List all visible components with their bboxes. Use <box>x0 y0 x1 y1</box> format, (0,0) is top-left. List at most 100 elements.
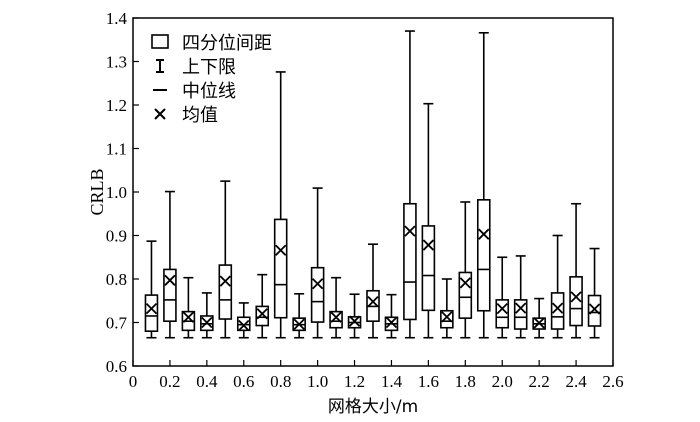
box-1.7 <box>440 278 454 339</box>
mean-marker <box>348 315 361 327</box>
iqr-box <box>144 294 159 333</box>
x-tick-label: 1.6 <box>418 372 439 391</box>
box-0.6 <box>236 302 251 339</box>
box-0.8 <box>273 71 288 339</box>
y-tick-label: 0.7 <box>106 314 128 333</box>
legend-label: 四分位间距 <box>182 33 272 54</box>
iqr-box <box>513 299 528 330</box>
iqr-box <box>458 271 473 319</box>
legend-label: 上下限 <box>182 57 236 78</box>
iqr-box <box>476 199 491 312</box>
y-tick-label: 0.9 <box>106 227 127 246</box>
y-tick-label: 1.2 <box>106 96 127 115</box>
mean-marker <box>588 303 601 315</box>
box-2.4 <box>569 202 583 339</box>
mean-marker <box>404 225 416 237</box>
box-0.9 <box>292 292 306 339</box>
iqr-box <box>569 276 583 327</box>
y-axis-ticks: 0.6 0.7 0.8 0.9 1.0 1.1 1.2 1.3 1.4 <box>106 9 139 376</box>
x-tick-label: 1.0 <box>307 372 328 391</box>
iqr-box <box>403 202 417 321</box>
box-0.2 <box>163 190 177 339</box>
legend-x-icon <box>154 108 166 120</box>
x-tick-label: 0.2 <box>159 372 180 391</box>
iqr-box <box>273 218 288 319</box>
mean-marker <box>385 316 398 329</box>
iqr-box <box>587 294 602 327</box>
legend-item-x: 均值 <box>154 105 218 126</box>
legend-label: 均值 <box>182 105 218 126</box>
mean-marker <box>459 277 471 289</box>
x-tick-label: 1.2 <box>344 372 365 391</box>
legend-item-box: 四分位间距 <box>151 33 272 54</box>
box-1.8 <box>458 201 473 339</box>
box-0.1 <box>144 240 159 339</box>
mean-marker <box>570 291 582 303</box>
y-tick-label: 1.3 <box>106 53 127 72</box>
x-axis-ticks: 0 0.2 0.4 0.6 0.8 1.0 1.2 1.4 1.6 1.8 2.0 2.2 2.4 2.6 <box>129 360 624 391</box>
mean-marker <box>145 302 158 315</box>
box-2.3 <box>550 234 565 339</box>
mean-marker <box>478 228 490 240</box>
mean-marker <box>367 295 379 308</box>
box-1 <box>310 187 325 339</box>
iqr-box <box>550 292 565 330</box>
x-tick-label: 0 <box>129 372 138 391</box>
y-tick-label: 0.8 <box>106 270 127 289</box>
x-tick-label: 0.6 <box>233 372 254 391</box>
x-tick-label: 0.4 <box>196 372 218 391</box>
y-tick-label: 0.6 <box>106 357 127 376</box>
mean-marker <box>201 316 213 329</box>
mean-marker <box>164 274 176 286</box>
legend-item-range: 上下限 <box>156 57 236 78</box>
box-1.5 <box>403 30 417 339</box>
mean-marker <box>182 311 195 323</box>
box-1.2 <box>347 293 362 339</box>
mean-marker <box>293 318 305 330</box>
box-1.4 <box>384 293 399 339</box>
mean-marker <box>256 308 268 320</box>
x-tick-label: 2.2 <box>529 372 550 391</box>
x-tick-label: 1.8 <box>455 372 476 391</box>
iqr-box <box>421 225 436 312</box>
iqr-box <box>310 266 325 323</box>
mean-marker <box>330 311 342 323</box>
mean-marker <box>275 244 287 256</box>
y-axis-label: CRLB <box>87 168 107 215</box>
mean-marker <box>422 239 435 251</box>
box-2.2 <box>532 297 546 339</box>
box-1.1 <box>329 276 343 339</box>
box-1.3 <box>366 243 380 339</box>
plot-content <box>144 30 602 339</box>
box-1.9 <box>476 31 491 339</box>
y-tick-label: 1.0 <box>106 183 127 202</box>
x-tick-label: 1.4 <box>381 372 403 391</box>
x-axis-label: 网格大小/m <box>328 397 418 417</box>
legend-label: 中位线 <box>182 81 236 102</box>
mean-marker <box>533 317 545 329</box>
box-0.7 <box>255 273 270 339</box>
mean-marker <box>219 275 231 287</box>
mean-marker <box>551 302 564 314</box>
box-2.1 <box>513 255 528 339</box>
mean-marker <box>515 302 527 314</box>
mean-marker <box>441 311 453 323</box>
box-0.3 <box>181 276 196 339</box>
iqr-box <box>236 316 251 332</box>
legend-item-line: 中位线 <box>153 81 236 102</box>
x-tick-label: 2.4 <box>565 372 587 391</box>
x-tick-label: 0.8 <box>270 372 291 391</box>
box-1.6 <box>421 102 436 339</box>
x-tick-label: 2.6 <box>602 372 623 391</box>
box-2 <box>495 256 510 339</box>
mean-marker <box>496 302 508 315</box>
box-0.5 <box>218 180 233 339</box>
iqr-box <box>329 310 343 329</box>
y-tick-label: 1.4 <box>106 9 128 28</box>
mean-marker <box>238 319 250 332</box>
x-tick-label: 2.0 <box>492 372 513 391</box>
legend-box-icon <box>151 34 169 49</box>
mean-marker <box>311 278 324 290</box>
